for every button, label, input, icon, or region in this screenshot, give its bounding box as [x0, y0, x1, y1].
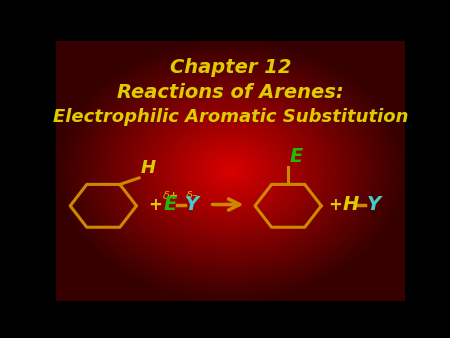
Text: $\delta$+: $\delta$+	[162, 189, 179, 201]
Text: +: +	[328, 196, 342, 214]
Text: Y: Y	[185, 195, 199, 214]
Text: $\delta$–: $\delta$–	[185, 189, 199, 201]
Text: Y: Y	[367, 195, 381, 214]
Text: E: E	[290, 147, 303, 166]
Text: +: +	[148, 196, 162, 214]
Text: E: E	[164, 195, 177, 214]
Text: H: H	[141, 160, 156, 177]
Text: H: H	[343, 195, 359, 214]
Text: Chapter 12: Chapter 12	[170, 58, 292, 77]
Text: Reactions of Arenes:: Reactions of Arenes:	[117, 83, 344, 102]
Text: Electrophilic Aromatic Substitution: Electrophilic Aromatic Substitution	[53, 108, 409, 126]
